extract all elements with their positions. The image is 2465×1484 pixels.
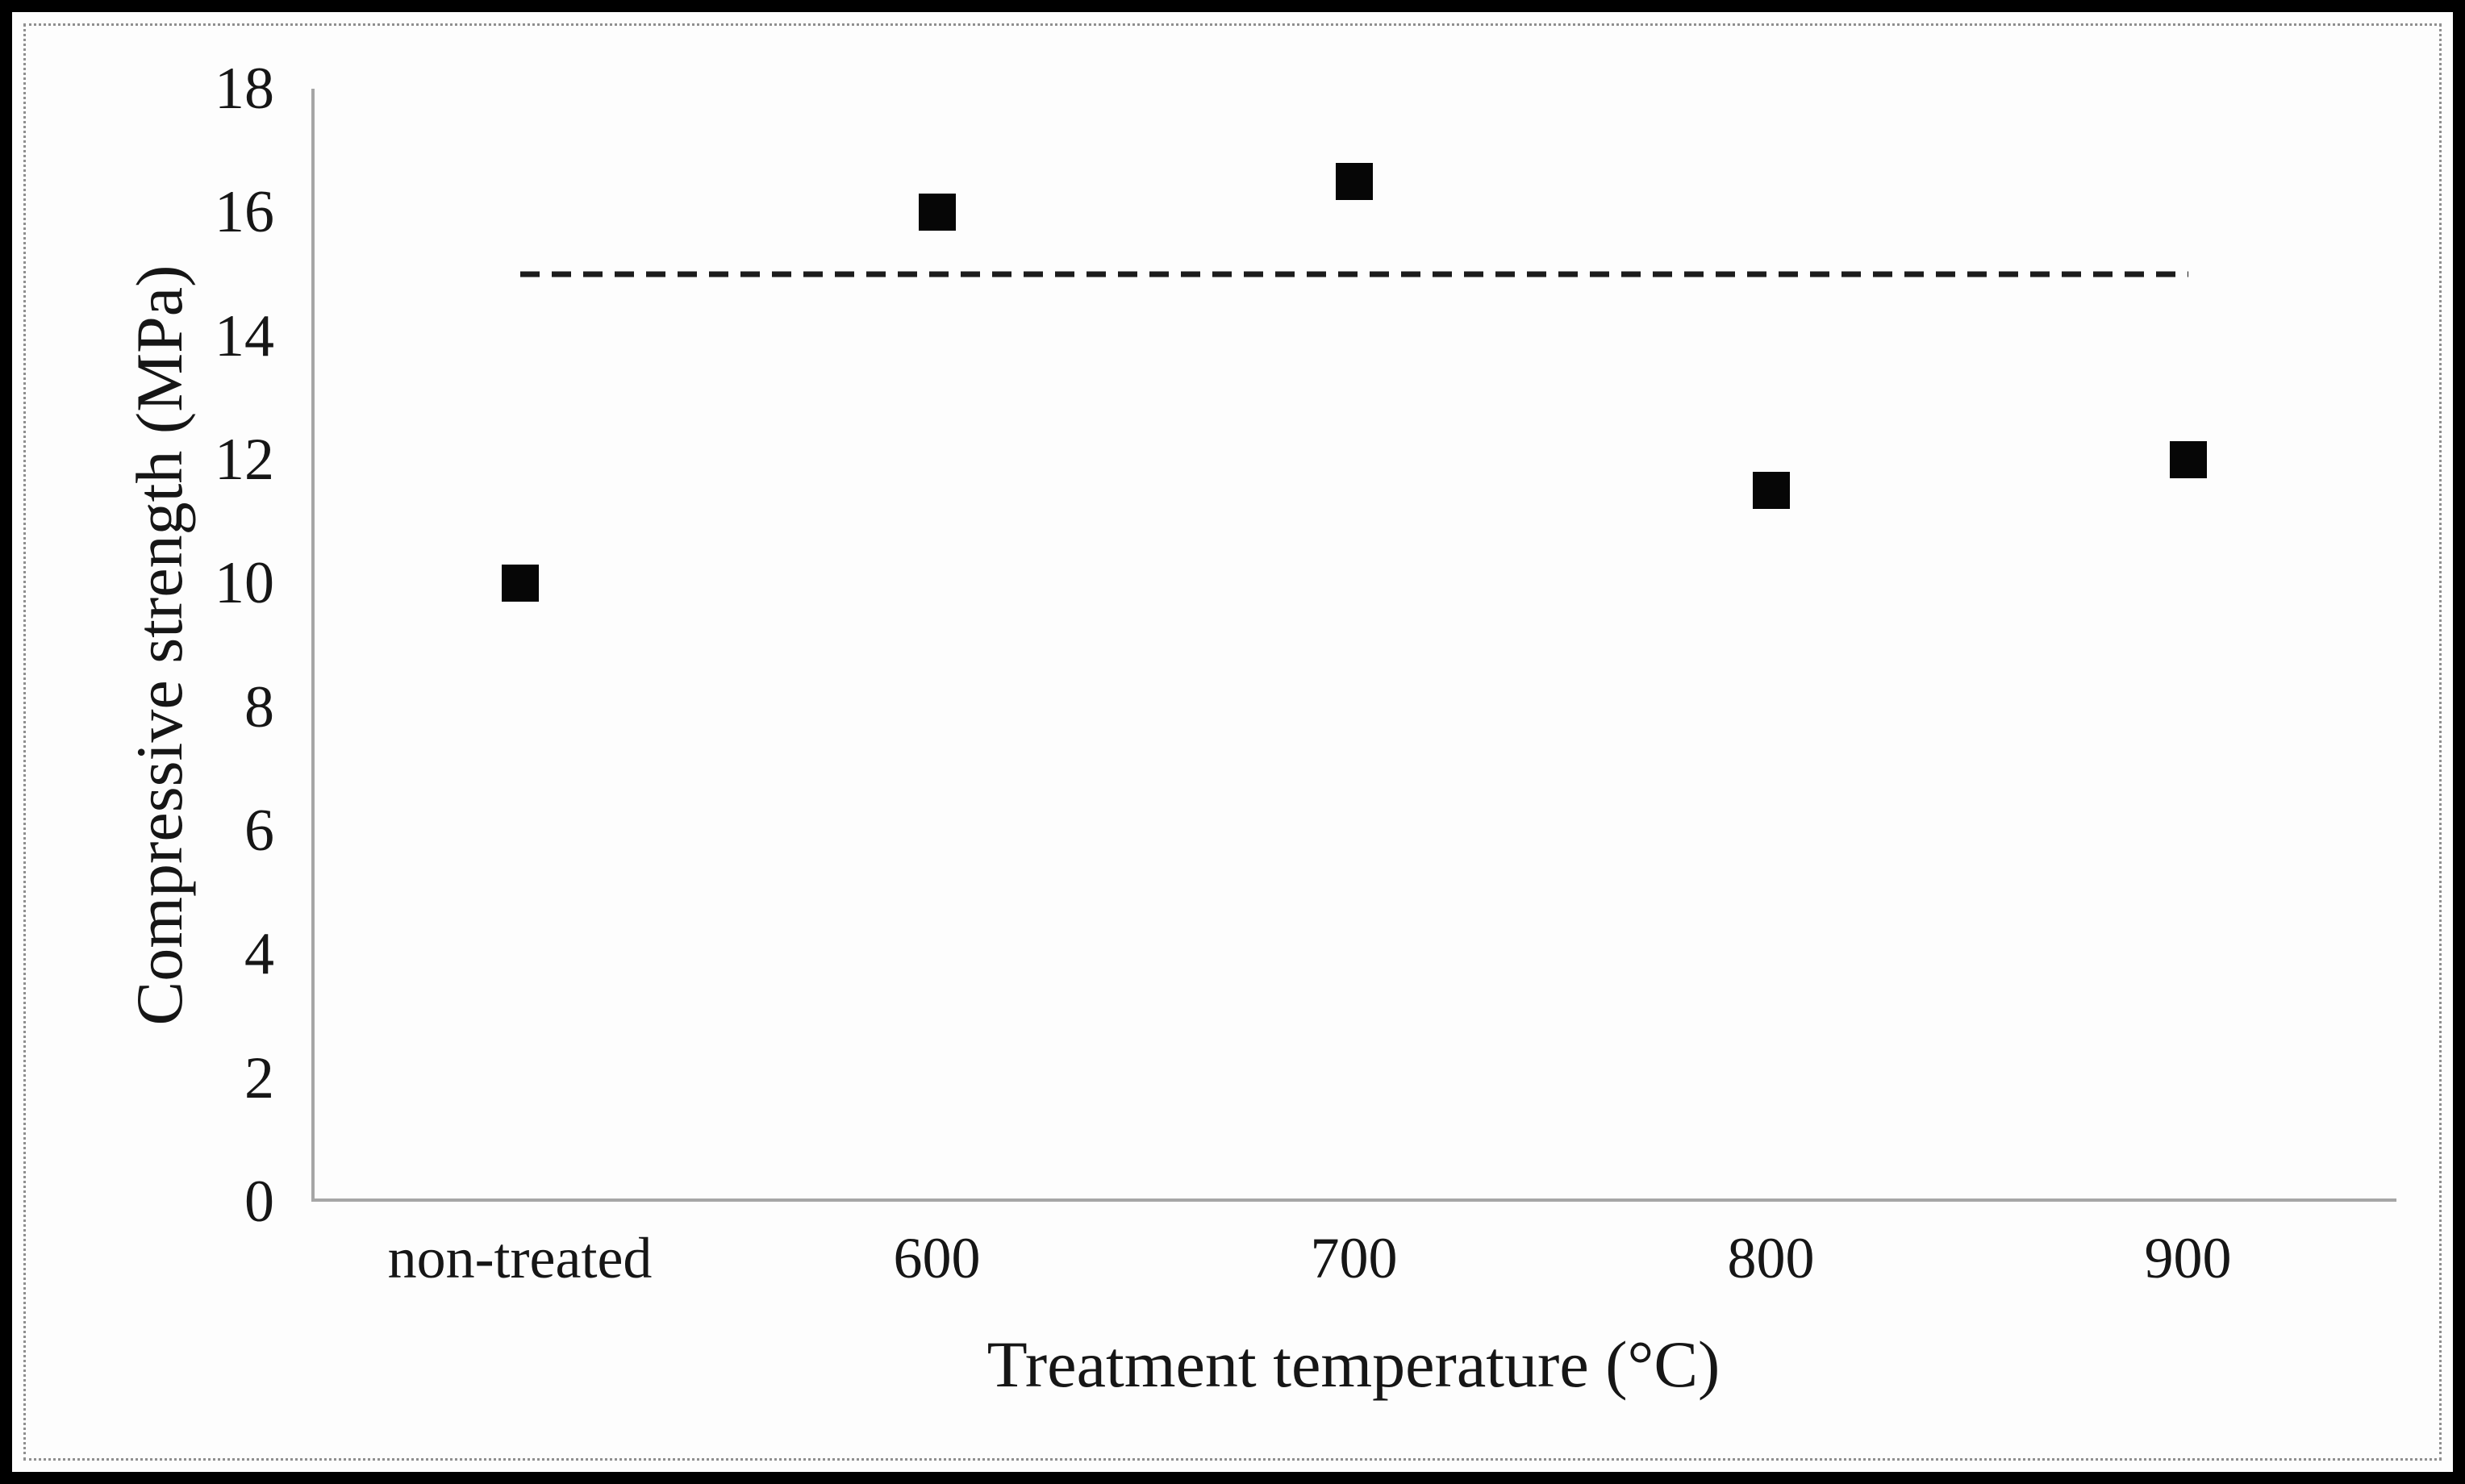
x-category-label: 600 [893,1226,981,1290]
y-tick-label: 18 [215,56,274,122]
x-category-label: non-treated [387,1226,653,1290]
x-axis-line [311,1198,2396,1202]
y-tick-label: 10 [215,550,274,617]
x-category-label: 900 [2144,1226,2232,1290]
y-axis-title: Compressive strength (MPa) [123,265,196,1026]
reference-dashed-line [519,271,2188,277]
y-tick-label: 0 [244,1169,274,1235]
x-category-label: 700 [1310,1226,1398,1290]
y-tick-label: 2 [244,1044,274,1111]
y-tick-label: 12 [215,427,274,493]
y-tick-label: 8 [244,673,274,740]
y-axis-line [311,89,315,1202]
data-point-marker [1752,472,1790,510]
x-axis-title: Treatment temperature (°C) [986,1328,1720,1401]
data-point-marker [918,194,956,231]
y-tick-label: 14 [215,302,274,369]
plot-area: 0 2 4 6 8 10 12 14 16 18 non-treated 600 700 800 900 [215,59,2396,1287]
y-tick-label: 4 [244,921,274,988]
data-point-marker [1335,163,1373,200]
y-tick-label: 16 [215,179,274,246]
x-category-label: 800 [1727,1226,1815,1290]
data-point-marker [2169,441,2207,478]
data-point-marker [501,565,539,602]
y-tick-label: 6 [244,798,274,864]
